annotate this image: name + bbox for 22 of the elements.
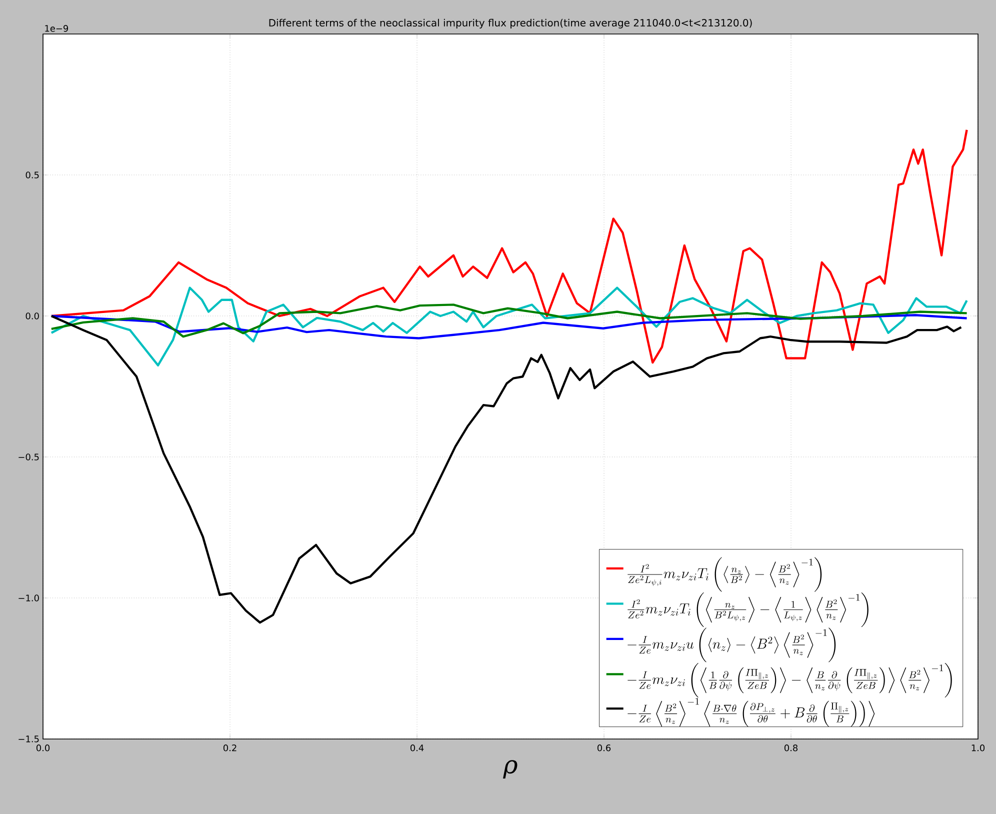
x-tick-label: 0.8	[784, 744, 798, 752]
x-tick-label: 0.4	[410, 744, 424, 752]
x-tick-label: 0.6	[597, 744, 611, 752]
text: 1e−9	[45, 25, 68, 32]
x-axis-title: ρ	[503, 760, 518, 778]
line-series	[50, 304, 968, 338]
line-series	[50, 286, 968, 366]
legend-label: $\frac{I^2}{Ze^2}m_z\nu_{zi}T_i\left(\left\langle\frac{n_z}{B^2L_{\psi,z}}\right\rangle-\left\langle\frac{1}{L_{\psi,z}}\right\rangle\left\langle\frac{B^2}{n_z}\right\rangle^{-1}\right)$	[628, 592, 868, 627]
legend-label: $-\frac{I}{Ze}\left\langle\frac{B^2}{n_z}\right\rangle^{-1}\left\langle\frac{B\cdot\nabla\theta}{n_z}\left(\frac{\partial P_{\perp,z}}{\partial\theta}+B\frac{\partial}{\partial\theta}\left(\frac{\Pi_{\parallel,z}}{B}\right)\right)\right\rangle$	[628, 698, 875, 727]
y-tick-label: −0.5	[18, 454, 39, 460]
chart-title: Different terms of the neoclassical impurity flux prediction(time average 211040.0<t<213120.0)	[269, 18, 752, 28]
y-tick-label: 0.0	[26, 312, 39, 320]
line-series	[50, 314, 968, 340]
y-tick-label: −1.0	[18, 594, 39, 602]
y-tick-label: 0.5	[26, 172, 39, 178]
x-tick-label: 1.0	[972, 744, 985, 752]
legend-label: $-\frac{I}{Ze}m_z\nu_{zi}u\left(\left\langle n_z\right\rangle-\left\langle B^2\right\rangle\left\langle\frac{B^2}{n_z}\right\rangle^{-1}\right)$	[628, 628, 836, 662]
x-tick-label: 0.2	[223, 744, 236, 752]
legend-label: $\frac{I^2}{Ze^2L_{\psi,i}}m_z\nu_{zi}T_i\left(\left\langle\frac{n_z}{B^2}\right\rangle-\left\langle\frac{B^2}{n_z}\right\rangle^{-1}\right)$	[628, 557, 822, 592]
x-tick-label: 0.0	[36, 744, 50, 752]
legend-label: $-\frac{I}{Ze}m_z\nu_{zi}\left(\left\langle\frac{1}{B}\frac{\partial}{\partial\psi}\left(\frac{I\Pi_{\parallel,z}}{ZeB}\right)\right\rangle-\left\langle\frac{B}{n_z}\frac{\partial}{\partial\psi}\left(\frac{I\Pi_{\parallel,z}}{ZeB}\right)\right\rangle\left\langle\frac{B^2}{n_z}\right\rangle^{-1}\right)$	[628, 663, 952, 698]
y-tick-label: −1.5	[18, 736, 39, 742]
